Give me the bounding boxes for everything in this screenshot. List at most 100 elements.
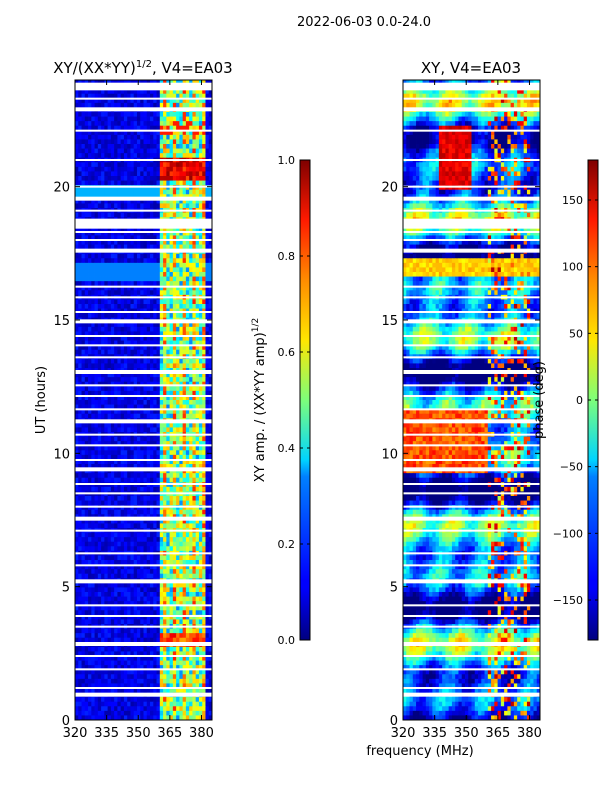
heatmap-cell [189,400,193,405]
heatmap-cell [159,413,164,419]
heatmap-cell [179,276,184,282]
heatmap-cell [114,258,118,264]
heatmap-cell [195,614,200,620]
heatmap-cell [205,560,210,565]
heatmap-cell [202,93,206,99]
heatmap-cell [101,459,105,465]
heatmap-cell [182,450,187,456]
heatmap-cell [133,363,138,369]
heatmap-cell [133,262,138,268]
heatmap-cell [114,267,118,273]
heatmap-cell [182,180,187,186]
heatmap-cell [153,532,157,538]
heatmap-cell [185,148,190,154]
heatmap-cell [159,596,164,602]
heatmap-cell [130,500,135,506]
heatmap-cell [192,372,197,378]
heatmap-cell [81,340,86,346]
heatmap-cell [127,486,131,492]
heatmap-cell [146,523,151,529]
heatmap-cell [153,345,157,351]
heatmap-cell [150,596,154,602]
heatmap-cell [91,390,95,396]
heatmap-cell [163,372,167,378]
heatmap-cell [91,381,95,387]
heatmap-cell [81,363,86,369]
heatmap-cell [185,102,190,108]
heatmap-cell [169,313,174,319]
heatmap-cell [195,473,200,479]
heatmap-cell [202,244,206,250]
heatmap-cell [202,276,206,282]
heatmap-cell [159,176,164,181]
heatmap-cell [107,614,112,620]
heatmap-cell [101,395,105,401]
heatmap-cell [198,518,203,524]
heatmap-cell [176,89,180,95]
heatmap-cell [172,240,177,245]
heatmap-cell [94,445,99,451]
heatmap-cell [198,349,203,355]
heatmap-cell [104,258,109,264]
heatmap-cell [94,240,99,245]
heatmap-cell [146,281,151,287]
heatmap-cell [185,573,190,579]
heatmap-cell [123,404,128,410]
heatmap-cell [133,395,138,401]
heatmap-cell [75,313,79,319]
heatmap-cell [169,541,174,547]
heatmap-cell [110,290,115,296]
heatmap-cell [179,413,184,419]
heatmap-cell [182,281,187,287]
heatmap-cell [150,98,154,104]
heatmap-cell [130,564,135,570]
heatmap-cell [182,596,187,602]
heatmap-cell [166,304,170,309]
heatmap-cell [202,573,206,579]
heatmap-cell [101,230,105,236]
heatmap-cell [94,619,99,625]
heatmap-cell [123,116,128,122]
heatmap-cell [143,130,148,136]
heatmap-cell [136,377,141,383]
heatmap-cell [150,102,154,108]
heatmap-cell [107,226,112,232]
heatmap-cell [94,582,99,588]
heatmap-cell [185,436,190,442]
heatmap-cell [176,345,180,351]
heatmap-cell [97,262,102,268]
heatmap-cell [166,564,170,570]
heatmap-cell [189,349,193,355]
heatmap-cell [159,336,164,341]
heatmap-cell [120,326,125,332]
heatmap-cell [120,125,125,131]
heatmap-cell [176,464,180,469]
heatmap-cell [208,569,212,575]
heatmap-cell [198,80,203,85]
heatmap-cell [156,363,161,369]
heatmap-cell [189,134,193,140]
heatmap-cell [140,537,144,543]
heatmap-cell [127,477,131,483]
heatmap-cell [133,89,138,95]
heatmap-cell [195,546,200,552]
heatmap-cell [182,537,187,543]
heatmap-cell [153,98,157,104]
heatmap-cell [114,601,118,607]
heatmap-cell [185,381,190,387]
heatmap-cell [75,427,79,433]
heatmap-cell [150,564,154,570]
heatmap-cell [169,98,174,104]
amplitude-title: XY/(XX*YY)1/2, V4=EA03 [53,59,232,77]
heatmap-cell [130,267,135,273]
heatmap-cell [166,276,170,282]
heatmap-cell [94,436,99,442]
heatmap-cell [153,162,157,168]
heatmap-cell [176,500,180,506]
heatmap-cell [101,614,105,620]
heatmap-cell [150,454,154,460]
heatmap-cell [195,582,200,588]
heatmap-cell [182,427,187,433]
heatmap-cell [169,176,174,181]
heatmap-cell [189,235,193,241]
